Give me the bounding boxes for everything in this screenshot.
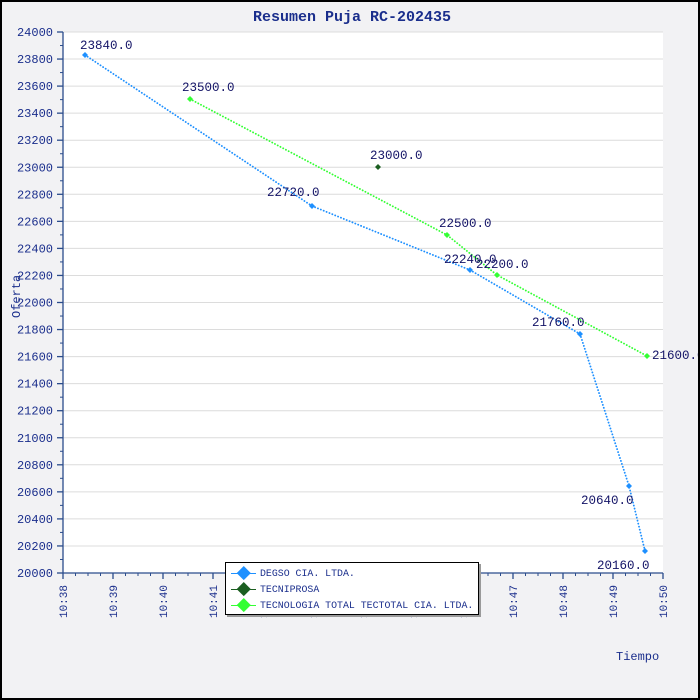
svg-text:22600: 22600 [17, 215, 53, 229]
svg-text:23000.0: 23000.0 [370, 149, 423, 163]
svg-text:20000: 20000 [17, 567, 53, 581]
svg-text:23400: 23400 [17, 107, 53, 121]
svg-text:23500.0: 23500.0 [182, 81, 235, 95]
svg-text:20400: 20400 [17, 513, 53, 527]
svg-text:21200: 21200 [17, 405, 53, 419]
svg-text:21800: 21800 [17, 324, 53, 338]
svg-text:23200: 23200 [17, 134, 53, 148]
svg-text:23840.0: 23840.0 [80, 39, 133, 53]
svg-text:22800: 22800 [17, 188, 53, 202]
svg-text:21760.0: 21760.0 [532, 316, 585, 330]
svg-text:10:41: 10:41 [209, 585, 221, 618]
svg-text:10:50: 10:50 [659, 585, 671, 618]
svg-text:23600: 23600 [17, 80, 53, 94]
svg-text:24000: 24000 [17, 26, 53, 40]
svg-text:22720.0: 22720.0 [267, 186, 320, 200]
svg-text:22500.0: 22500.0 [439, 217, 492, 231]
svg-text:10:49: 10:49 [609, 585, 621, 618]
svg-text:10:39: 10:39 [109, 585, 121, 618]
svg-text:10:40: 10:40 [159, 585, 171, 618]
svg-text:23000: 23000 [17, 161, 53, 175]
svg-text:22200.0: 22200.0 [476, 258, 529, 272]
svg-text:21600.0: 21600.0 [652, 349, 700, 363]
svg-text:20200: 20200 [17, 540, 53, 554]
svg-text:20800: 20800 [17, 459, 53, 473]
svg-text:21600: 21600 [17, 351, 53, 365]
svg-text:22400: 22400 [17, 242, 53, 256]
svg-text:21400: 21400 [17, 378, 53, 392]
svg-text:10:48: 10:48 [559, 585, 571, 618]
svg-text:10:38: 10:38 [59, 585, 71, 618]
svg-text:10:47: 10:47 [509, 585, 521, 618]
svg-text:23800: 23800 [17, 53, 53, 67]
svg-text:20600: 20600 [17, 486, 53, 500]
svg-text:20640.0: 20640.0 [581, 494, 634, 508]
svg-text:21000: 21000 [17, 432, 53, 446]
svg-text:20160.0: 20160.0 [597, 559, 650, 573]
